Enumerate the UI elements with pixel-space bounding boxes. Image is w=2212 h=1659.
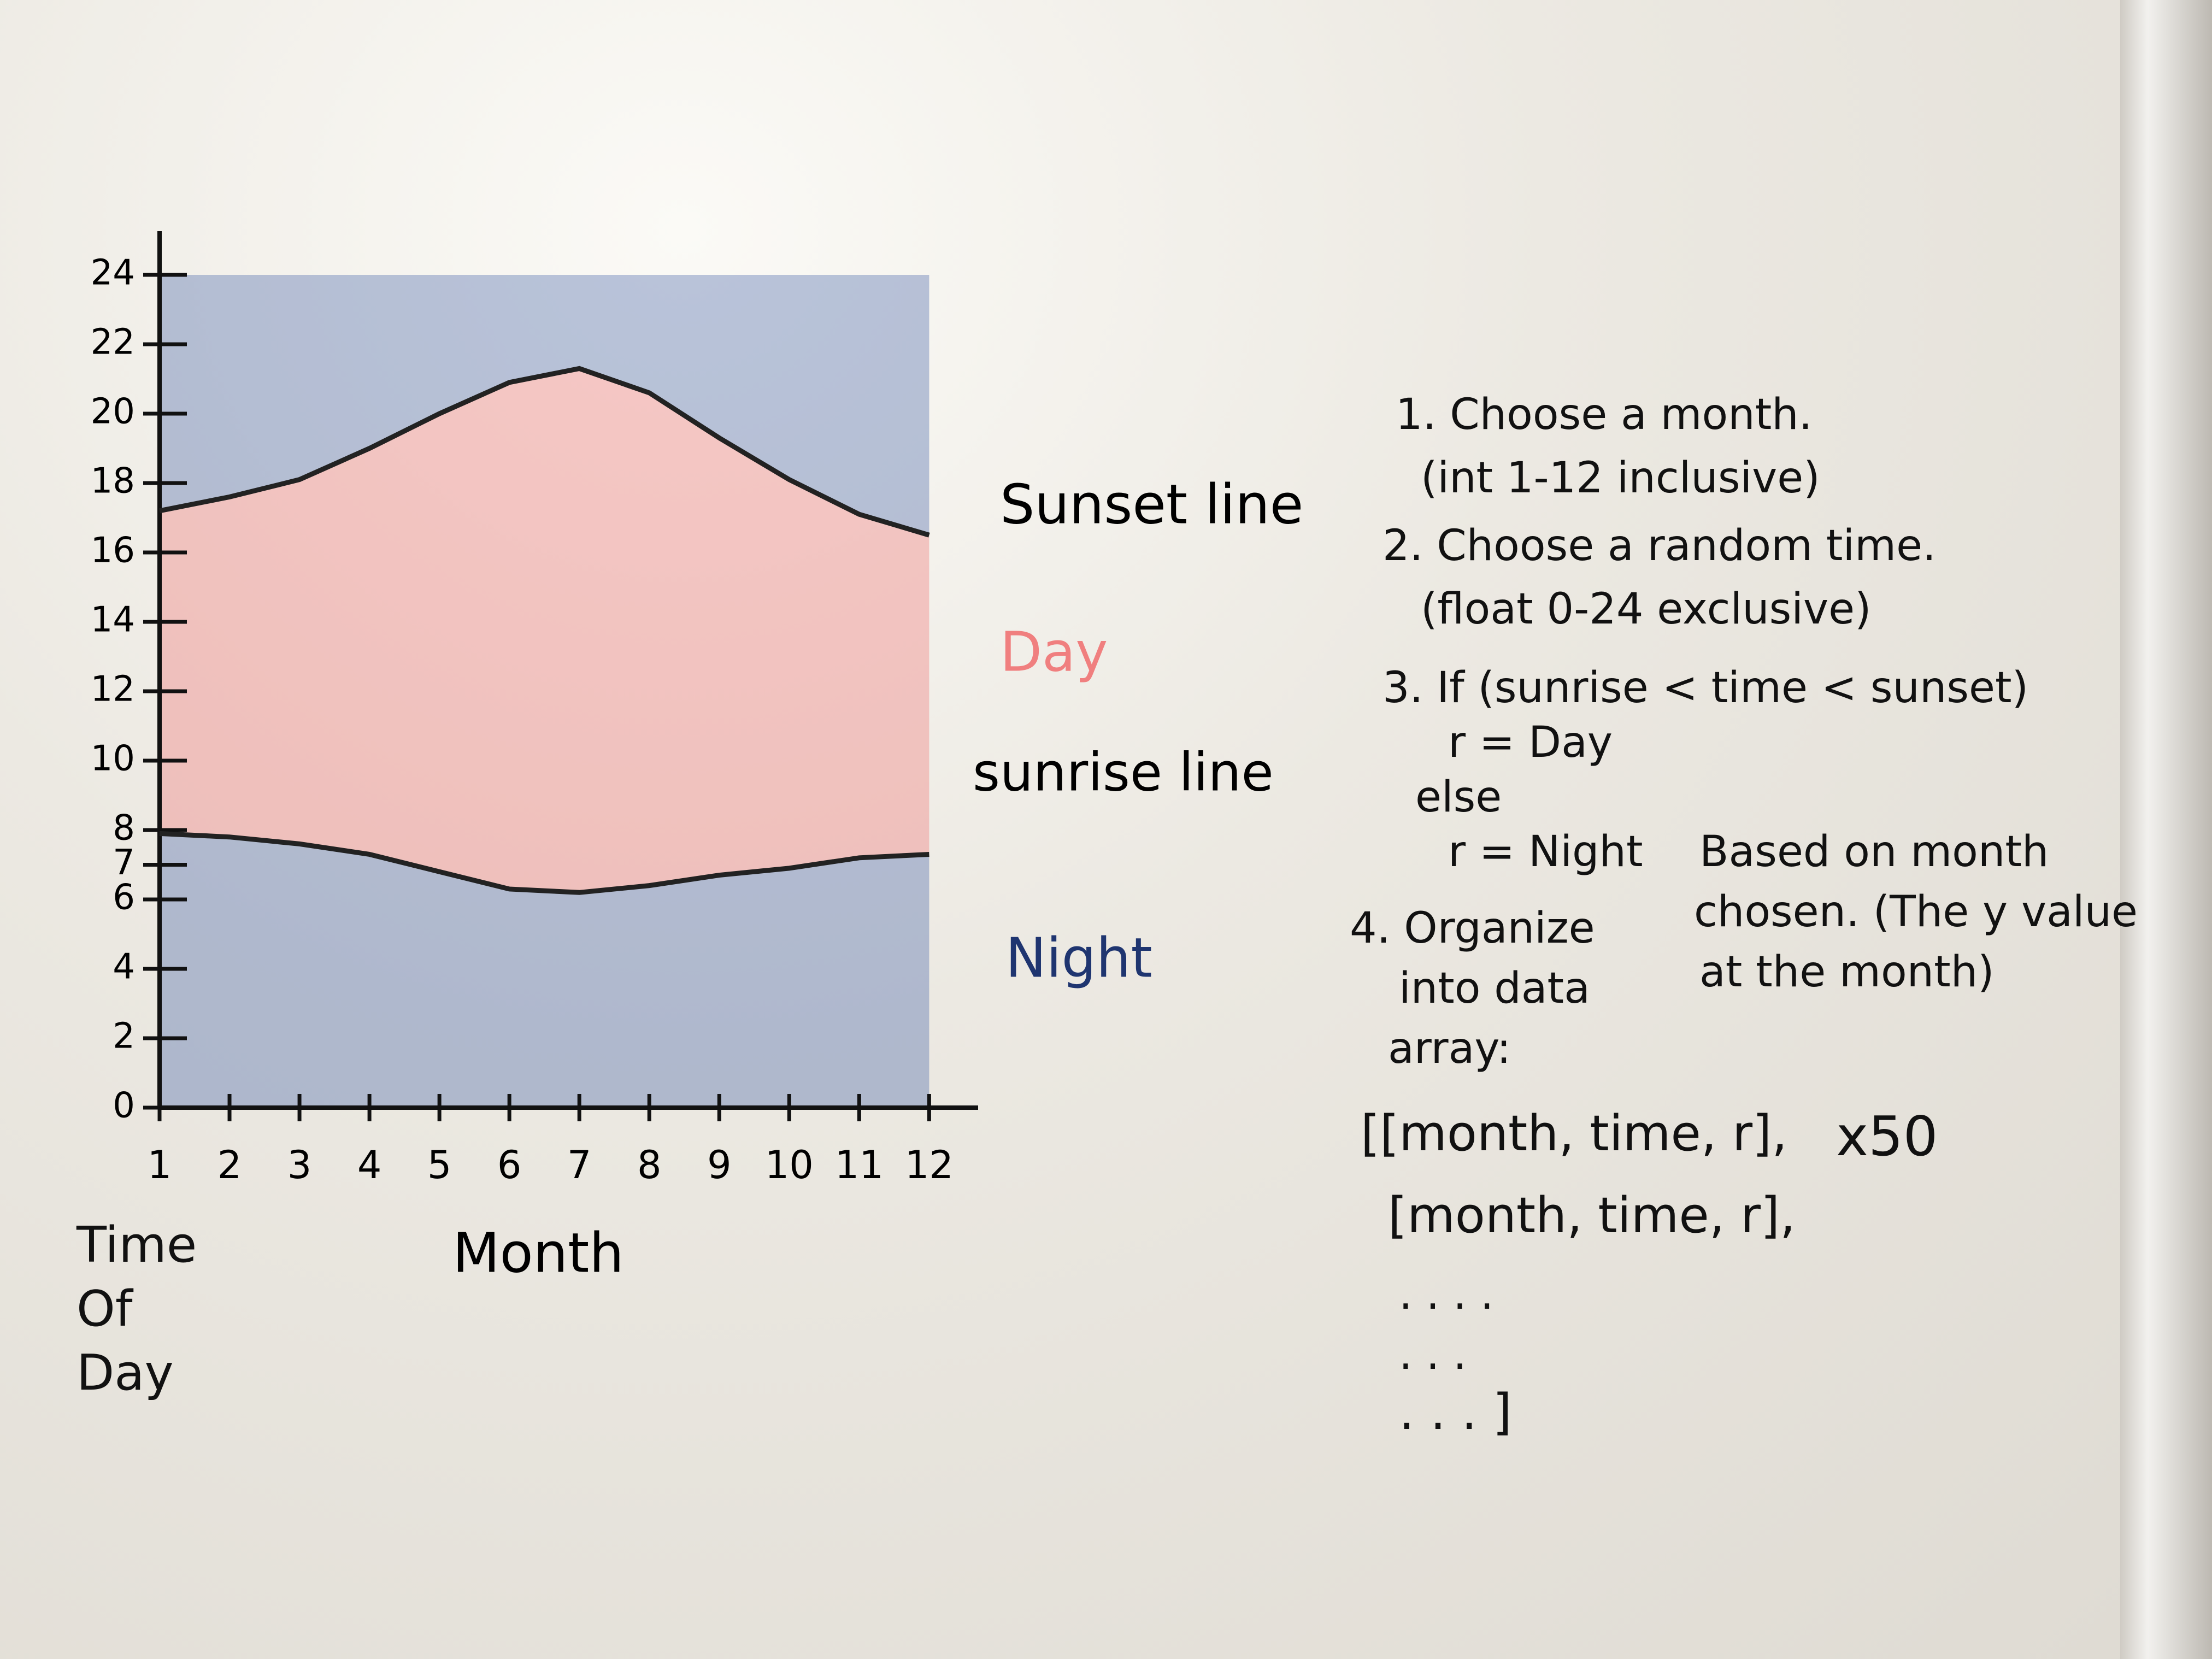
y-tick-label: 10 <box>91 739 135 779</box>
x-tick-label: 10 <box>765 1143 814 1187</box>
y-tick-label: 0 <box>113 1086 135 1126</box>
array-line: . . . <box>1399 1330 1467 1379</box>
y-tick-label: 14 <box>91 600 135 640</box>
step: (float 0-24 exclusive) <box>1421 585 1872 634</box>
step: array: <box>1388 1024 1511 1073</box>
y-tick-label: 7 <box>113 843 135 883</box>
region-label: Night <box>1005 926 1152 990</box>
array-line: [[month, time, r], <box>1361 1105 1787 1162</box>
step: 4. Organize <box>1350 904 1595 953</box>
x-tick-label: 1 <box>148 1143 172 1187</box>
series-label: sunrise line <box>973 742 1274 803</box>
y-tick-label: 12 <box>91 669 135 710</box>
y-tick-label: 2 <box>113 1016 135 1057</box>
multiplier: x50 <box>1836 1104 1938 1168</box>
x-tick-label: 9 <box>707 1143 732 1187</box>
y-tick-label: 8 <box>113 808 135 849</box>
annotation: Based on month <box>1699 827 2049 876</box>
x-tick-label: 5 <box>427 1143 452 1187</box>
y-tick-label: 6 <box>113 878 135 918</box>
series-line <box>159 366 930 538</box>
x-tick-label: 6 <box>497 1143 522 1187</box>
region-label: Day <box>1000 620 1108 684</box>
step: (int 1-12 inclusive) <box>1421 454 1820 503</box>
board-frame <box>2120 0 2212 1659</box>
y-tick-label: 4 <box>113 947 135 987</box>
array-line: . . . ] <box>1399 1384 1512 1441</box>
x-tick-label: 2 <box>217 1143 242 1187</box>
step: into data <box>1399 964 1590 1013</box>
step: r = Night <box>1448 827 1643 876</box>
step: 3. If (sunrise < time < sunset) <box>1382 663 2029 713</box>
night-region <box>160 275 929 536</box>
y-tick-label: 20 <box>91 392 135 432</box>
x-tick-label: 11 <box>835 1143 884 1187</box>
y-tick-label: 18 <box>91 461 135 502</box>
step: 1. Choose a month. <box>1396 390 1813 439</box>
x-tick-label: 3 <box>287 1143 312 1187</box>
y-tick-label: 24 <box>91 253 135 293</box>
annotation: chosen. (The y value <box>1694 887 2138 937</box>
x-axis-label: Month <box>452 1221 623 1285</box>
x-tick-label: 7 <box>567 1143 592 1187</box>
step: else <box>1415 773 1502 822</box>
night-region <box>160 833 929 1108</box>
step: r = Day <box>1448 718 1613 767</box>
series-label: Sunset line <box>1000 472 1303 536</box>
step: 2. Choose a random time. <box>1382 521 1936 570</box>
x-tick-label: 12 <box>905 1143 954 1187</box>
y-tick-label: 16 <box>91 531 135 571</box>
day-region <box>160 368 929 893</box>
y-tick-label: 22 <box>91 322 135 363</box>
x-tick-label: 4 <box>357 1143 382 1187</box>
array-line: . . . . <box>1399 1270 1494 1319</box>
y-axis-label: Time Of Day <box>77 1216 197 1402</box>
series-line <box>159 831 929 895</box>
annotation: at the month) <box>1699 948 1995 997</box>
x-tick-label: 8 <box>637 1143 662 1187</box>
array-line: [month, time, r], <box>1388 1187 1796 1244</box>
